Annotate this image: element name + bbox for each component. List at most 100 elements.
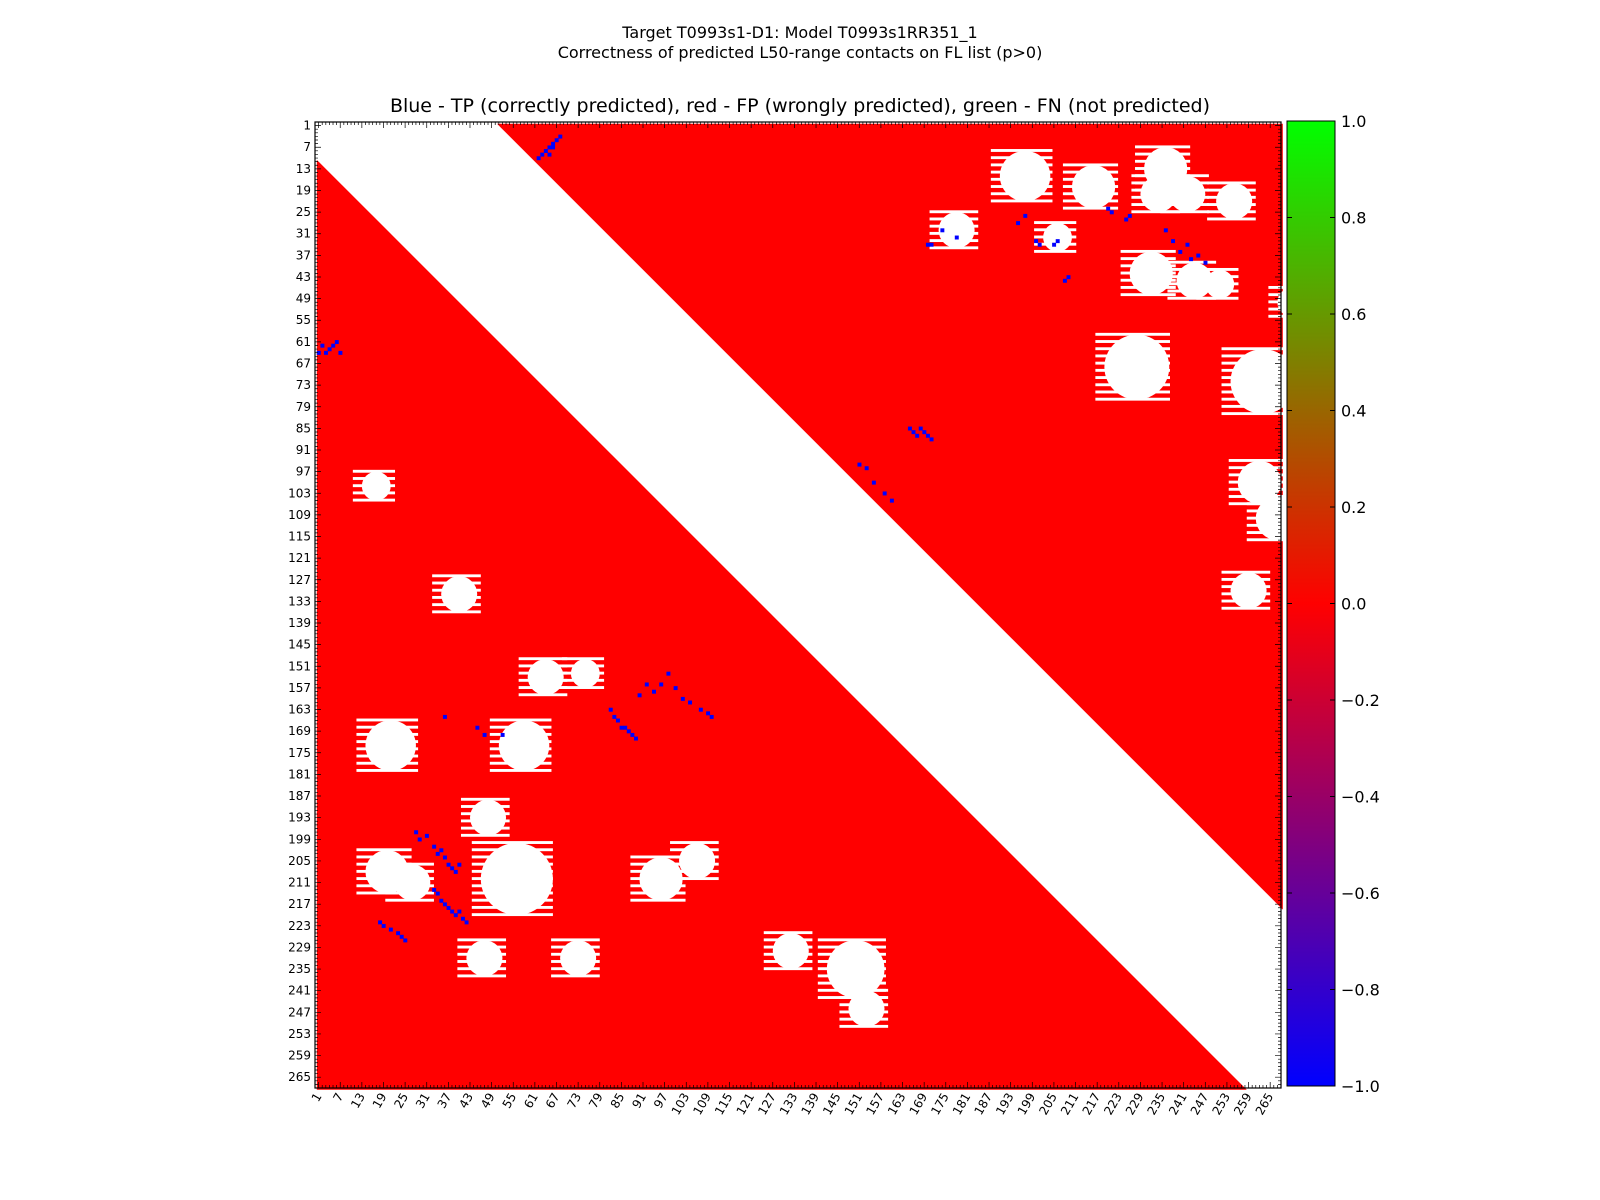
unpredicted-region-streak <box>929 217 979 221</box>
unpredicted-region <box>1230 349 1296 414</box>
colorbar-tick-label: −0.6 <box>1341 884 1380 903</box>
unpredicted-region-streak <box>1120 264 1176 268</box>
unpredicted-region-streak <box>1315 538 1358 542</box>
tp-cell <box>547 145 552 150</box>
y-tick-label: 175 <box>288 746 311 760</box>
tp-cell <box>666 671 671 676</box>
unpredicted-region <box>527 659 564 696</box>
unpredicted-region-streak <box>460 812 510 816</box>
tp-cell <box>324 350 328 355</box>
unpredicted-region-streak <box>489 740 552 744</box>
axis-ticks <box>315 122 1282 1089</box>
tp-cell <box>940 228 945 233</box>
y-tick-label: 127 <box>288 573 311 587</box>
tp-cell <box>500 732 505 737</box>
upper-triangle-predictions <box>497 123 1283 910</box>
tp-cell <box>1034 239 1039 244</box>
tp-cell <box>453 913 458 918</box>
unpredicted-region-streak <box>489 747 552 751</box>
unpredicted-region-streak <box>1207 217 1256 221</box>
y-tick-label: 31 <box>296 227 311 241</box>
unpredicted-region-streak <box>356 740 419 744</box>
unpredicted-region-streak <box>471 913 553 917</box>
unpredicted-region-streak <box>356 732 419 736</box>
tp-cell <box>619 725 624 730</box>
tp-cell <box>915 433 920 438</box>
x-tick-label: 157 <box>863 1091 887 1118</box>
tp-cell <box>446 905 451 910</box>
unpredicted-region-streak <box>489 754 552 758</box>
unpredicted-region-streak <box>385 877 434 881</box>
tp-cell <box>320 343 325 348</box>
x-tick-label: 127 <box>755 1091 779 1118</box>
y-tick-label: 7 <box>303 140 311 154</box>
x-tick-label: 139 <box>799 1091 823 1118</box>
y-tick-label: 43 <box>296 270 311 284</box>
y-tick-label: 25 <box>296 205 311 219</box>
x-tick-label: 241 <box>1166 1091 1190 1118</box>
unpredicted-region-streak <box>432 595 481 599</box>
unpredicted-region-streak <box>1221 383 1297 387</box>
x-tick-label: 199 <box>1015 1091 1039 1118</box>
y-tick-label: 91 <box>296 443 311 457</box>
y-tick-label: 109 <box>288 508 311 522</box>
unpredicted-region-streak <box>1095 361 1170 365</box>
unpredicted-region-streak <box>518 671 568 675</box>
tp-cell <box>540 152 545 157</box>
y-tick-label: 163 <box>288 703 311 717</box>
unpredicted-region-streak <box>1062 177 1119 181</box>
tp-cell <box>417 837 422 842</box>
unpredicted-region-streak <box>561 686 605 689</box>
unpredicted-region-streak <box>457 967 507 971</box>
tp-cell <box>1203 260 1208 265</box>
unpredicted-region-streak <box>1221 412 1297 416</box>
unpredicted-region-streak <box>356 884 412 888</box>
unpredicted-region-streak <box>1167 267 1217 271</box>
unpredicted-region-streak <box>352 469 396 473</box>
unpredicted-region-streak <box>990 199 1053 203</box>
unpredicted-region-streak <box>817 967 886 971</box>
x-tick-label: 67 <box>543 1091 563 1111</box>
tp-cell <box>414 830 419 835</box>
unpredicted-region-streak <box>1062 192 1119 196</box>
tp-cell <box>464 920 469 925</box>
unpredicted-region-streak <box>1131 210 1181 214</box>
tp-cell <box>558 134 563 139</box>
unpredicted-region-streak <box>670 877 719 881</box>
unpredicted-region-streak <box>817 974 886 978</box>
unpredicted-region-streak <box>990 156 1053 160</box>
tp-cell <box>396 931 401 936</box>
unpredicted-region-streak <box>1196 275 1239 279</box>
unpredicted-region-streak <box>990 170 1053 174</box>
unpredicted-region-streak <box>1095 397 1170 401</box>
unpredicted-region-streak <box>551 967 600 971</box>
tp-cell <box>1185 242 1190 247</box>
y-tick-label: 223 <box>288 919 311 933</box>
tp-cell <box>435 891 440 896</box>
y-tick-label: 151 <box>288 659 311 673</box>
y-tick-label: 145 <box>288 638 311 652</box>
unpredicted-region-streak <box>1221 570 1271 574</box>
x-tick-label: 79 <box>586 1091 606 1111</box>
tp-cell <box>615 718 620 723</box>
unpredicted-region-streak <box>670 855 719 859</box>
unpredicted-region-streak <box>630 877 686 881</box>
tp-cell <box>706 711 711 716</box>
unpredicted-region-streak <box>551 960 600 963</box>
tp-cell <box>633 736 638 741</box>
unpredicted-region-streak <box>763 952 813 956</box>
unpredicted-region-streak <box>1062 163 1119 167</box>
tp-cell <box>1124 217 1129 222</box>
x-tick-label: 1 <box>309 1091 325 1105</box>
x-tick-label: 25 <box>391 1091 411 1111</box>
tp-cell <box>864 466 869 471</box>
colorbar-tick-label: 0.8 <box>1341 209 1366 228</box>
y-tick-label: 229 <box>288 940 311 954</box>
unpredicted-region-streak <box>457 938 507 942</box>
tp-cell <box>554 138 559 143</box>
y-tick-label: 115 <box>288 530 311 544</box>
unpredicted-region-streak <box>356 769 419 772</box>
unpredicted-region-streak <box>630 891 686 895</box>
y-tick-label: 49 <box>296 292 311 306</box>
unpredicted-region-streak <box>1228 487 1284 491</box>
